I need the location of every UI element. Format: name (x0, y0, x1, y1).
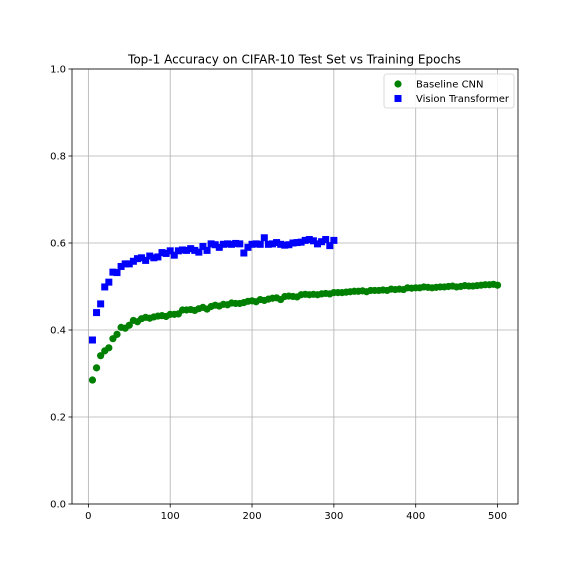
data-point (113, 331, 120, 338)
x-tick-label: 500 (488, 511, 507, 522)
x-tick-label: 100 (161, 511, 180, 522)
legend: Baseline CNN Vision Transformer (384, 74, 514, 108)
chart-title: Top-1 Accuracy on CIFAR-10 Test Set vs T… (127, 53, 461, 67)
data-point (236, 240, 243, 247)
data-point (204, 247, 211, 254)
data-point (494, 282, 501, 289)
legend-marker (395, 95, 402, 102)
x-tick-label: 0 (85, 511, 91, 522)
x-tick-label: 400 (406, 511, 425, 522)
y-tick-label: 0.8 (50, 152, 66, 163)
x-tick-label: 300 (324, 511, 343, 522)
y-tick-label: 0.2 (50, 413, 66, 424)
legend-label: Vision Transformer (416, 94, 510, 105)
y-tick-label: 1.0 (50, 65, 66, 76)
data-point (114, 269, 121, 276)
y-tick-label: 0.0 (50, 500, 66, 511)
data-point (261, 234, 268, 241)
data-point (89, 337, 96, 344)
data-point (330, 237, 337, 244)
data-point (97, 300, 104, 307)
legend-marker (394, 80, 401, 87)
data-point (105, 344, 112, 351)
data-point (93, 364, 100, 371)
x-tick-label: 200 (242, 511, 261, 522)
data-point (89, 376, 96, 383)
y-tick-label: 0.4 (50, 326, 66, 337)
data-point (257, 241, 264, 248)
data-point (93, 309, 100, 316)
data-point (105, 279, 112, 286)
data-point (322, 236, 329, 243)
legend-label: Baseline CNN (416, 80, 484, 91)
y-tick-label: 0.6 (50, 239, 66, 250)
